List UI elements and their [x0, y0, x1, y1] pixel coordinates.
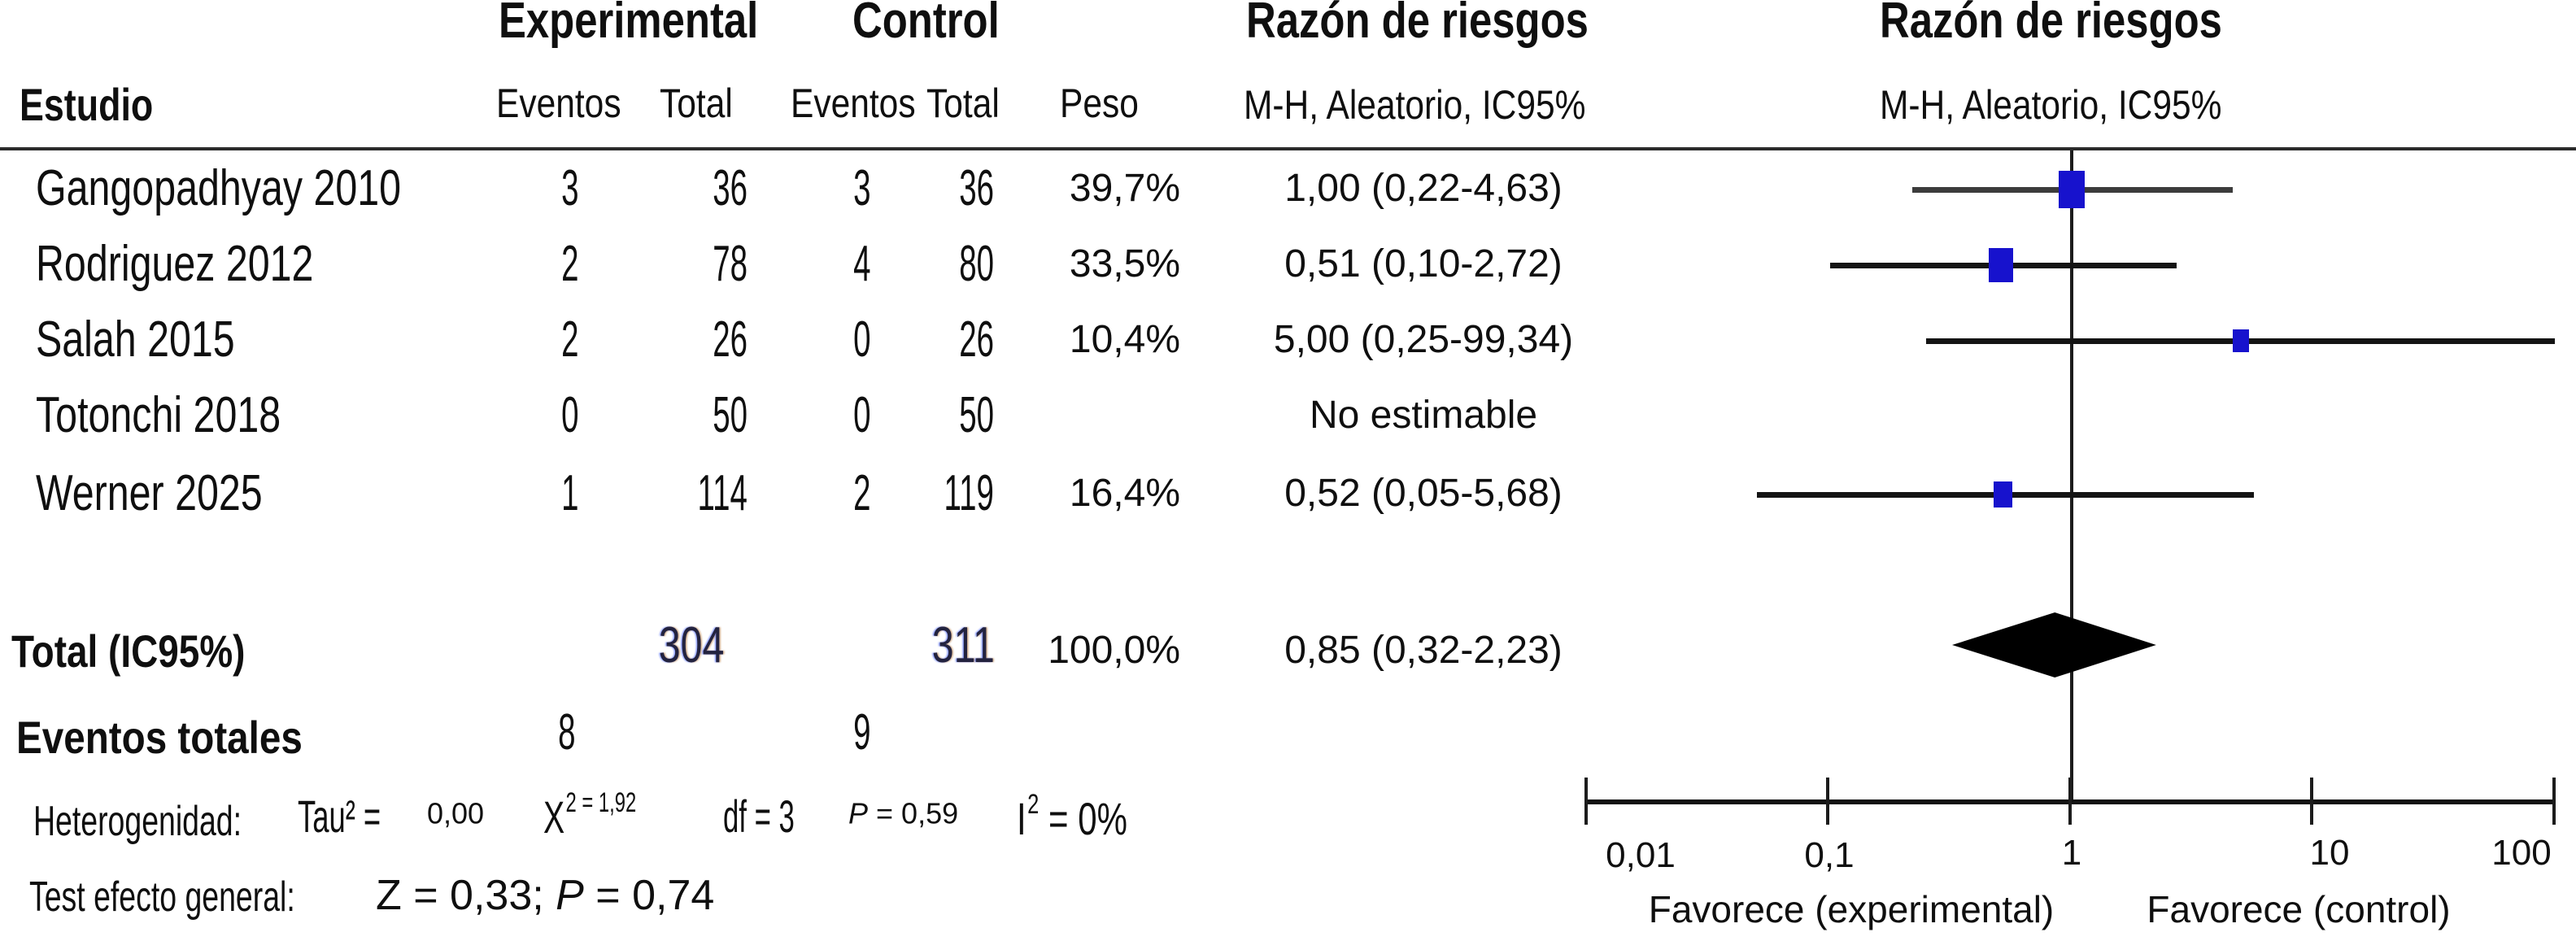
tau-squared-value: 0,00: [427, 796, 485, 830]
exp-total: 36: [713, 159, 748, 216]
rr-ci-text: 0,51 (0,10-2,72): [1284, 242, 1563, 286]
header-exp-total: Total: [660, 81, 733, 126]
ctrl-total: 80: [959, 235, 994, 292]
chi-squared-superscript: 2 = 1,92: [565, 787, 637, 819]
total-exp-n: 304: [658, 616, 724, 673]
axis-tick-1: [2068, 778, 2072, 825]
favor-control-label: Favorece (control): [2147, 888, 2451, 931]
weight: 16,4%: [1069, 472, 1180, 516]
study-name: Salah 2015: [36, 311, 235, 368]
axis-tick-001: [1584, 778, 1588, 825]
total-weight: 100,0%: [1048, 629, 1180, 673]
study-name: Totonchi 2018: [36, 386, 281, 443]
header-risk-ratio-left: Razón de riesgos: [1246, 0, 1589, 49]
axis-label-100: 100: [2491, 833, 2552, 873]
study-name: Gangopadhyay 2010: [36, 159, 402, 216]
header-control: Control: [852, 0, 1000, 49]
header-peso: Peso: [1060, 81, 1139, 126]
header-exp-eventos: Eventos: [496, 81, 621, 126]
exp-events: 3: [560, 159, 578, 216]
null-effect-line: [2070, 150, 2073, 802]
exp-total: 50: [713, 386, 748, 443]
axis-tick-10: [2310, 778, 2313, 825]
total-events-label: Eventos totales: [16, 711, 303, 763]
header-risk-ratio-right: Razón de riesgos: [1880, 0, 2222, 49]
total-rr-ci-text: 0,85 (0,32-2,23): [1284, 629, 1563, 673]
ci-line: [1829, 263, 2177, 268]
df-stat: df = 3: [723, 790, 795, 842]
tau-squared-stat: Tau² =: [298, 790, 381, 842]
ci-line: [1925, 338, 2556, 344]
ctrl-events: 4: [852, 235, 870, 292]
header-ctrl-eventos: Eventos: [791, 81, 916, 126]
ctrl-total: 50: [959, 386, 994, 443]
study-name: Rodriguez 2012: [36, 235, 314, 292]
chi-squared-stat: X2 = 1,92: [543, 787, 637, 843]
exp-total: 26: [713, 311, 748, 368]
ctrl-events: 0: [852, 311, 870, 368]
total-label: Total (IC95%): [11, 625, 246, 677]
ctrl-events: 2: [852, 464, 870, 521]
i-squared-stat: I2 = 0%: [1017, 789, 1127, 845]
effect-square: [2232, 329, 2250, 352]
heterogeneity-label: Heterogenidad:: [33, 797, 242, 845]
rr-ci-text: 1,00 (0,22-4,63): [1284, 167, 1563, 211]
axis-label-1: 1: [2061, 833, 2082, 873]
ctrl-total: 119: [944, 464, 994, 521]
rr-ci-text: 5,00 (0,25-99,34): [1273, 318, 1574, 362]
ctrl-total: 36: [959, 159, 994, 216]
pooled-diamond: [1951, 612, 2156, 677]
overall-test-value: Z = 0,33; P = 0,74: [376, 871, 715, 919]
total-events-exp: 8: [557, 704, 575, 760]
axis-tick-100: [2552, 778, 2556, 825]
axis-label-01: 0,1: [1804, 835, 1855, 876]
header-mh-left: M-H, Aleatorio, IC95%: [1244, 82, 1586, 128]
axis-label-001: 0,01: [1606, 835, 1676, 876]
ctrl-events: 3: [852, 159, 870, 216]
ctrl-events: 0: [852, 386, 870, 443]
exp-total: 78: [713, 235, 748, 292]
total-ctrl-n: 311: [931, 616, 995, 673]
study-name: Werner 2025: [36, 464, 263, 521]
het-p-value: P = 0,59: [848, 796, 959, 830]
header-experimental: Experimental: [499, 0, 759, 49]
total-events-ctrl: 9: [852, 704, 870, 760]
weight: 39,7%: [1069, 167, 1180, 211]
axis-label-10: 10: [2309, 833, 2350, 873]
header-mh-right: M-H, Aleatorio, IC95%: [1880, 82, 2222, 128]
overall-test-label: Test efecto general:: [29, 873, 295, 921]
ci-line: [1756, 492, 2255, 498]
header-separator-line: [0, 147, 2576, 150]
exp-events: 1: [560, 464, 578, 521]
axis-tick-01: [1826, 778, 1829, 825]
weight: 33,5%: [1069, 242, 1180, 286]
exp-events: 2: [560, 235, 578, 292]
effect-square: [1989, 247, 2013, 283]
rr-ci-text: No estimable: [1309, 394, 1538, 438]
header-ctrl-total: Total: [926, 81, 1000, 126]
exp-events: 2: [560, 311, 578, 368]
exp-events: 0: [560, 386, 578, 443]
header-estudio: Estudio: [20, 78, 154, 130]
rr-ci-text: 0,52 (0,05-5,68): [1284, 472, 1563, 516]
weight: 10,4%: [1069, 318, 1180, 362]
favor-experimental-label: Favorece (experimental): [1648, 888, 2055, 931]
exp-total: 114: [697, 464, 748, 521]
ctrl-total: 26: [959, 311, 994, 368]
i-squared-superscript: 2: [1027, 789, 1040, 821]
effect-square: [1994, 481, 2012, 508]
